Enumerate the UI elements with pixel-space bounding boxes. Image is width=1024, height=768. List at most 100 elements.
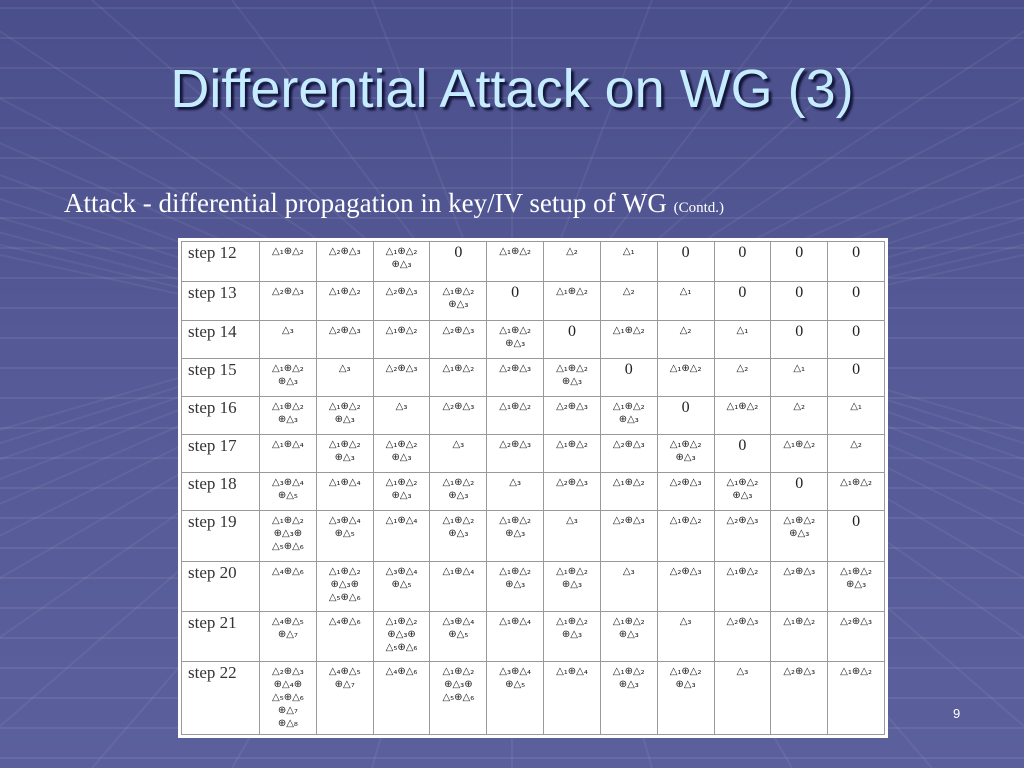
table-row: step 15 △₁⊕△₂ ⊕△₃ △₃ △₂⊕△₃ △₁⊕△₂ △₂⊕△₃ △₁⊕△₂ ⊕… — [181, 357, 885, 398]
step-label: step 21 — [181, 610, 260, 663]
table-cell: △₁⊕△₂ — [770, 433, 829, 473]
step-label: step 19 — [181, 510, 260, 562]
table-row: step 16 △₁⊕△₂ ⊕△₃ △₁⊕△₂ ⊕△₃ △₃ △₂⊕△₃ △₁⊕△₂ △₂⊕… — [181, 396, 885, 435]
table-cell: △₂⊕△₃ — [315, 240, 374, 283]
table-cell: △₃⊕△₄ ⊕△₅ — [315, 510, 374, 562]
table-cell: △₃⊕△₄ ⊕△₅ — [429, 610, 488, 663]
table-cell: △₁⊕△₂ — [315, 281, 374, 321]
table-cell: 0 — [827, 319, 885, 359]
table-cell: △₂⊕△₃ — [656, 560, 715, 612]
table-cell: △₁ — [827, 396, 885, 435]
table-cell: △₁⊕△₂ — [486, 396, 545, 435]
differential-table-panel: step 12 △₁⊕△₂ △₂⊕△₃ △₁⊕△₂ ⊕△₃ 0 △₁⊕△₂ △₂ △₁ 0 0 0 0… — [178, 238, 888, 738]
table-cell: 0 — [656, 240, 715, 283]
table-cell: △₁⊕△₂ ⊕△₃ — [486, 560, 545, 612]
table-cell: △₁⊕△₂ ⊕△₃ — [827, 560, 885, 612]
table-cell: △₂⊕△₃ — [372, 357, 431, 398]
table-cell: △₂⊕△₃ — [259, 281, 317, 321]
table-cell: △₁⊕△₂ ⊕△₃ — [429, 281, 488, 321]
table-cell: △₁⊕△₄ — [543, 661, 601, 735]
table-cell: △₂⊕△₃ — [543, 471, 601, 512]
table-cell: △₁⊕△₄ — [315, 471, 374, 512]
step-label: step 17 — [181, 433, 260, 473]
table-cell: 0 — [770, 319, 829, 359]
table-cell: △₁⊕△₂ ⊕△₃ — [770, 510, 829, 562]
slide-title: Differential Attack on WG (3) — [170, 59, 854, 119]
table-cell: △₁⊕△₂ ⊕△₃ — [599, 661, 658, 735]
table-cell: 0 — [827, 357, 885, 398]
table-cell: △₂⊕△₃ — [486, 433, 545, 473]
table-cell: △₁⊕△₂ ⊕△₃ — [429, 471, 488, 512]
table-row: step 14 △₃ △₂⊕△₃ △₁⊕△₂ △₂⊕△₃ △₁⊕△₂ ⊕△₃ 0 △₁⊕△₂ △… — [181, 319, 885, 359]
table-cell: △₂ — [770, 396, 829, 435]
table-cell: 0 — [599, 357, 658, 398]
table-cell: △₁⊕△₂ ⊕△₃ — [372, 433, 431, 473]
table-cell: △₃ — [713, 661, 772, 735]
table-cell: △₁⊕△₂ ⊕△₃ — [656, 661, 715, 735]
table-row: step 17 △₁⊕△₄ △₁⊕△₂ ⊕△₃ △₁⊕△₂ ⊕△₃ △₃ △₂⊕△₃ △₁⊕… — [181, 433, 885, 473]
table-cell: △₁⊕△₂ ⊕△₃ — [543, 610, 601, 663]
table-cell: △₁ — [599, 240, 658, 283]
table-cell: △₁⊕△₄ — [259, 433, 317, 473]
table-cell: 0 — [713, 240, 772, 283]
table-cell: △₁⊕△₂ ⊕△₃ — [486, 510, 545, 562]
table-cell: △₁⊕△₂ ⊕△₃ — [486, 319, 545, 359]
table-cell: △₁⊕△₂ ⊕△₃ — [315, 396, 374, 435]
table-cell: △₂⊕△₃ — [713, 510, 772, 562]
table-cell: △₃⊕△₄ ⊕△₅ — [372, 560, 431, 612]
step-label: step 16 — [181, 396, 260, 435]
table-cell: △₁⊕△₂ ⊕△₃ — [599, 396, 658, 435]
step-label: step 18 — [181, 471, 260, 512]
table-row: step 12 △₁⊕△₂ △₂⊕△₃ △₁⊕△₂ ⊕△₃ 0 △₁⊕△₂ △₂ △₁ 0 0 0 0 — [181, 240, 885, 283]
table-cell: △₂⊕△₃ ⊕△₄⊕ △₅⊕△₆ ⊕△₇ ⊕△₈ — [259, 661, 317, 735]
table-cell: △₂ — [599, 281, 658, 321]
table-cell: △₃ — [543, 510, 601, 562]
table-cell: △₂⊕△₃ — [429, 396, 488, 435]
table-cell: △₁⊕△₂ — [543, 281, 601, 321]
table-cell: △₁⊕△₂ — [656, 510, 715, 562]
table-cell: △₁⊕△₂ ⊕△₃⊕ △₅⊕△₆ — [372, 610, 431, 663]
table-cell: △₃ — [656, 610, 715, 663]
table-cell: △₂⊕△₃ — [770, 560, 829, 612]
table-cell: △₁⊕△₂ ⊕△₃⊕ △₅⊕△₆ — [429, 661, 488, 735]
table-cell: △₁⊕△₂ — [429, 357, 488, 398]
table-cell: △₂ — [543, 240, 601, 283]
step-label: step 15 — [181, 357, 260, 398]
table-cell: △₂⊕△₃ — [543, 396, 601, 435]
table-cell: △₁ — [770, 357, 829, 398]
table-row: step 22 △₂⊕△₃ ⊕△₄⊕ △₅⊕△₆ ⊕△₇ ⊕△₈ △₄⊕△₅ ⊕△₇… — [181, 661, 885, 735]
table-cell: △₄⊕△₆ — [259, 560, 317, 612]
table-cell: △₁⊕△₂ — [372, 319, 431, 359]
table-cell: △₁⊕△₄ — [372, 510, 431, 562]
table-cell: △₁⊕△₂ — [827, 661, 885, 735]
table-cell: △₁⊕△₂ ⊕△₃ — [543, 357, 601, 398]
table-cell: △₂⊕△₃ — [486, 357, 545, 398]
table-cell: △₃ — [372, 396, 431, 435]
table-cell: △₂⊕△₃ — [315, 319, 374, 359]
table-cell: △₃ — [259, 319, 317, 359]
table-cell: △₁⊕△₂ ⊕△₃ — [543, 560, 601, 612]
table-cell: △₁⊕△₂ ⊕△₃ — [599, 610, 658, 663]
table-cell: △₂⊕△₃ — [372, 281, 431, 321]
subtitle-main: Attack - differential propagation in key… — [64, 188, 674, 218]
table-cell: △₁⊕△₂ ⊕△₃⊕ △₅⊕△₆ — [259, 510, 317, 562]
table-cell: △₁⊕△₂ ⊕△₃ — [429, 510, 488, 562]
table-cell: △₄⊕△₆ — [372, 661, 431, 735]
table-cell: 0 — [827, 281, 885, 321]
table-row: step 13 △₂⊕△₃ △₁⊕△₂ △₂⊕△₃ △₁⊕△₂ ⊕△₃ 0 △₁⊕△₂ △₂ △… — [181, 281, 885, 321]
table-cell: △₁⊕△₂ ⊕△₃ — [259, 396, 317, 435]
table-cell: △₂ — [656, 319, 715, 359]
table-cell: △₁⊕△₂ ⊕△₃ — [656, 433, 715, 473]
table-cell: △₁ — [713, 319, 772, 359]
table-cell: △₃ — [599, 560, 658, 612]
step-label: step 14 — [181, 319, 260, 359]
table-cell: △₄⊕△₅ ⊕△₇ — [315, 661, 374, 735]
table-cell: 0 — [429, 240, 488, 283]
table-cell: △₄⊕△₆ — [315, 610, 374, 663]
table-cell: △₁⊕△₂ — [599, 471, 658, 512]
step-label: step 20 — [181, 560, 260, 612]
table-cell: △₁⊕△₂ — [543, 433, 601, 473]
table-cell: △₁⊕△₂ ⊕△₃ — [315, 433, 374, 473]
table-cell: 0 — [770, 281, 829, 321]
table-cell: △₁⊕△₂ — [770, 610, 829, 663]
